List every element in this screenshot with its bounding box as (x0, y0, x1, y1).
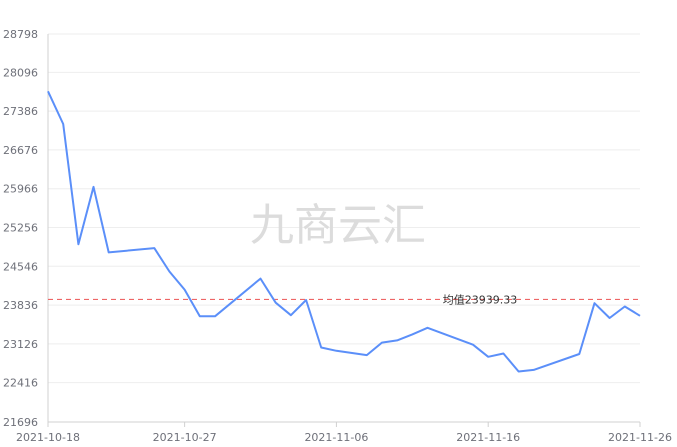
average-line-group: 均值23939.33 (48, 293, 640, 306)
x-tick-label: 2021-11-06 (304, 431, 368, 444)
y-tick-label: 23836 (3, 299, 38, 312)
grid-lines (48, 33, 640, 384)
x-tick-label: 2021-11-26 (608, 431, 672, 444)
y-tick-label: 25966 (3, 183, 38, 196)
x-tick-label: 2021-11-16 (456, 431, 520, 444)
y-tick-label: 28096 (3, 66, 38, 79)
y-tick-label: 28798 (3, 28, 38, 41)
y-tick-label: 26676 (3, 144, 38, 157)
y-axis-ticks: 21696 22416 23126 23836 24546 25256 25966 26676… (3, 28, 38, 429)
series-line (47, 90, 641, 373)
watermark: 九商云汇 (250, 200, 426, 251)
series-group (47, 90, 641, 373)
average-label: 均值23939.33 (443, 293, 518, 306)
y-tick-label: 24546 (3, 260, 38, 273)
y-tick-label: 22416 (3, 377, 38, 390)
y-tick-label: 27386 (3, 105, 38, 118)
y-tick-label: 21696 (3, 416, 38, 429)
y-tick-label: 23126 (3, 338, 38, 351)
x-axis-ticks: 2021-10-18 2021-10-27 2021-11-06 2021-11-16… (16, 422, 672, 444)
axes (47, 34, 640, 423)
x-tick-label: 2021-10-18 (16, 431, 80, 444)
y-tick-label: 25256 (3, 222, 38, 235)
x-tick-label: 2021-10-27 (153, 431, 217, 444)
